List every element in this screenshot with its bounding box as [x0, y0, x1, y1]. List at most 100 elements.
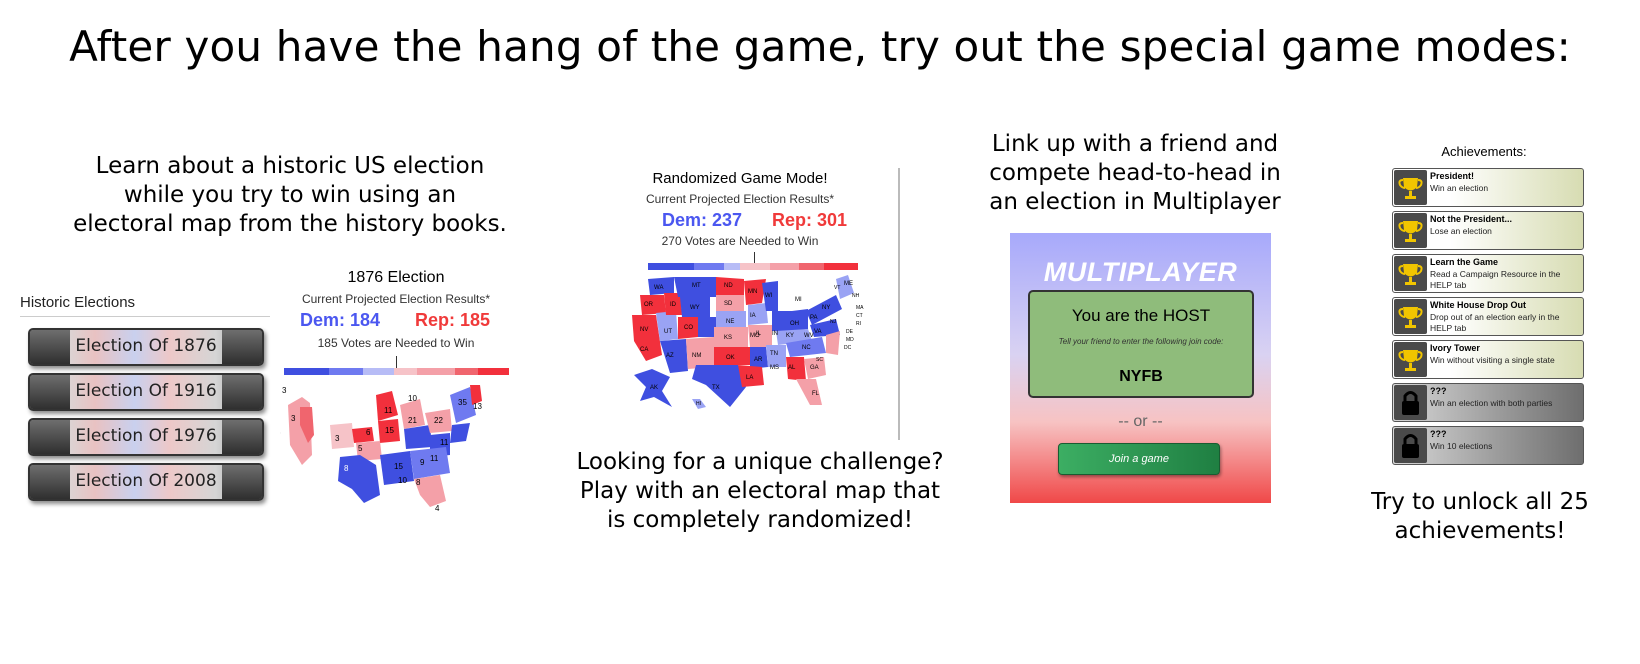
map-state: [806, 295, 842, 325]
historic-caption: Learn about a historic US election while…: [30, 152, 550, 239]
achievement-name: ???: [1430, 429, 1447, 439]
multiplayer-caption: Link up with a friend and compete head-t…: [960, 130, 1310, 217]
button-label: Election Of 1876: [75, 336, 217, 356]
portrait-image: [30, 465, 70, 499]
state-label: DE: [846, 329, 854, 335]
portrait-image: [30, 375, 70, 409]
map-state: [634, 369, 672, 407]
map-state: [748, 303, 768, 325]
state-label: LA: [746, 375, 753, 381]
map-state: [400, 399, 425, 429]
map-number: 3: [282, 386, 287, 395]
achievements-title: Achievements:: [1441, 144, 1527, 159]
caption-line: Learn about a historic US election: [95, 153, 485, 179]
map-number: 15: [394, 462, 403, 471]
multiplayer-title: MULTIPLAYER: [1043, 257, 1238, 287]
caption-line: achievements!: [1394, 518, 1566, 544]
results-bar: [284, 368, 509, 375]
state-label: OH: [790, 321, 799, 327]
trophy-icon: [1394, 170, 1427, 205]
state-label: AL: [788, 365, 796, 371]
state-label: CA: [640, 347, 648, 353]
state-label: CO: [684, 325, 693, 331]
map-state: [648, 277, 674, 295]
map-state: [716, 277, 744, 295]
map-state: [826, 331, 840, 355]
map-state: [804, 357, 826, 379]
election-1876-button[interactable]: Election Of 1876: [28, 328, 264, 366]
map-state: [414, 475, 446, 507]
state-label: WI: [765, 293, 773, 299]
map-number: 5: [358, 444, 363, 453]
achievements-caption: Try to unlock all 25 achievements!: [1330, 488, 1630, 546]
achievement-desc: Win an election with both parties: [1430, 398, 1553, 408]
map-state: [450, 423, 470, 443]
election-1976-button[interactable]: Election Of 1976: [28, 418, 264, 456]
map-number: 22: [434, 416, 443, 425]
state-label: IA: [750, 313, 756, 319]
map-number: 13: [473, 402, 482, 411]
results-subtitle: Current Projected Election Results*: [301, 292, 491, 306]
election-1916-button[interactable]: Election Of 1916: [28, 373, 264, 411]
trophy-icon: [1394, 342, 1427, 377]
achievement-item: Not the President... Lose an election: [1392, 211, 1584, 250]
state-label: MT: [692, 283, 701, 289]
map-state: [836, 275, 854, 299]
map-state: [692, 399, 706, 409]
lock-icon: [1394, 385, 1427, 420]
state-label: NM: [692, 353, 701, 359]
historic-panel-title: Historic Elections: [20, 294, 136, 311]
caption-line: electoral map from the history books.: [73, 211, 507, 237]
trophy-icon: [1394, 256, 1427, 291]
state-label: NV: [640, 327, 648, 333]
map-number: 11: [440, 438, 449, 447]
button-label: Election Of 1916: [75, 381, 217, 401]
state-label: DC: [844, 345, 852, 351]
map-number: 21: [408, 416, 417, 425]
state-label: CT: [856, 313, 863, 319]
achievement-name: President!: [1430, 171, 1475, 181]
votes-needed: 270 Votes are Needed to Win: [661, 234, 819, 248]
host-card: You are the HOST Tell your friend to ent…: [1028, 290, 1254, 398]
results-title: 1876 Election: [347, 269, 445, 286]
state-label: ME: [844, 281, 853, 287]
dem-count: Dem: 184: [300, 310, 381, 330]
button-label: Election Of 2008: [75, 471, 217, 491]
map-state: [810, 319, 840, 337]
map-state: [410, 447, 450, 479]
join-game-button[interactable]: Join a game: [1058, 443, 1220, 475]
caption-line: Try to unlock all 25: [1371, 489, 1589, 515]
state-label: KS: [724, 335, 732, 341]
map-state: [762, 281, 778, 311]
host-label: You are the HOST: [1071, 306, 1211, 325]
map-state: [744, 279, 766, 305]
portrait-image: [222, 375, 262, 409]
map-number: 8: [416, 478, 421, 487]
state-label: IN: [772, 331, 778, 337]
historic-map: 3 3 6 3 5 6 11 10 21 15 22 11 35 13 8 15…: [280, 385, 482, 513]
map-state: [796, 379, 822, 405]
map-state: [338, 455, 380, 503]
caption-line: Play with an electoral map that: [579, 478, 941, 504]
map-state: [716, 295, 744, 311]
map-state: [376, 391, 398, 421]
state-label: NH: [852, 293, 860, 299]
state-label: OK: [726, 355, 735, 361]
election-2008-button[interactable]: Election Of 2008: [28, 463, 264, 501]
random-caption: Looking for a unique challenge? Play wit…: [560, 448, 960, 535]
map-state: [786, 357, 806, 381]
map-state: [716, 311, 746, 327]
rep-count: Rep: 301: [772, 210, 848, 230]
state-label: WV: [804, 333, 814, 339]
portrait-image: [222, 465, 262, 499]
state-label: GA: [810, 365, 819, 371]
map-state: [404, 425, 432, 449]
state-label: MI: [795, 297, 802, 303]
map-number: 6: [366, 428, 371, 437]
achievement-name: Ivory Tower: [1430, 343, 1480, 353]
caption-line: Link up with a friend and: [991, 131, 1279, 157]
join-code: NYFB: [1119, 368, 1163, 385]
state-label: NC: [802, 345, 811, 351]
state-label: MA: [856, 305, 864, 311]
portrait-image: [30, 330, 70, 364]
